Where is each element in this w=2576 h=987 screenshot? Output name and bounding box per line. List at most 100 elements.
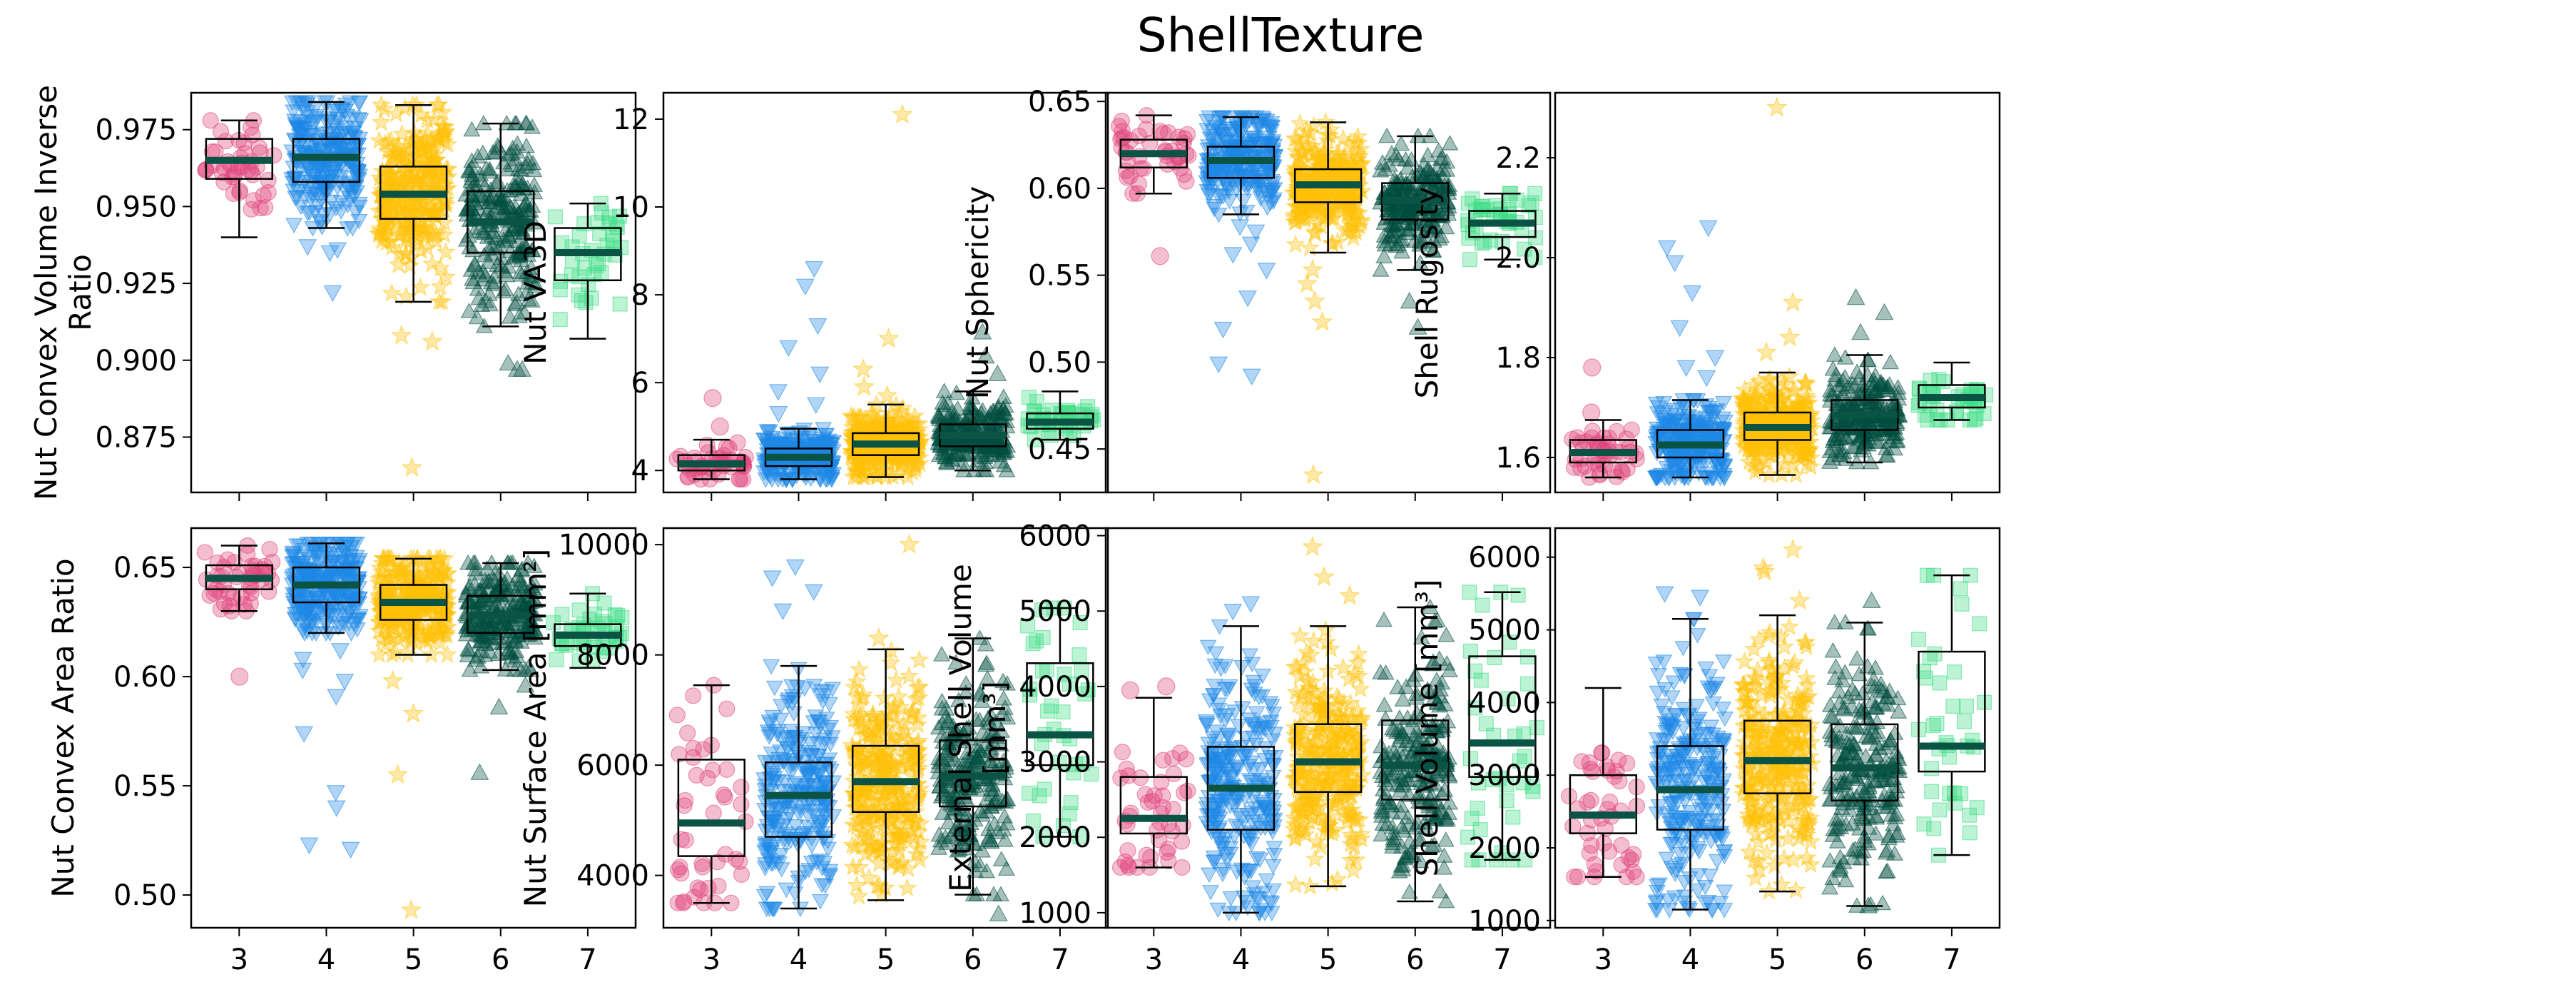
data-point [1380,156,1398,172]
data-point [730,470,748,488]
data-point [481,620,499,636]
data-point [315,111,334,127]
data-point [788,679,806,696]
data-point [399,632,419,651]
data-point [1178,173,1195,190]
data-point [332,204,350,221]
box-4 [1656,399,1725,479]
outlier-point [323,285,342,303]
data-point [430,276,450,295]
data-point [524,267,542,283]
data-point [380,163,400,183]
data-point [305,183,322,199]
data-point [1591,467,1609,484]
data-point [378,131,399,151]
data-point [705,804,722,821]
data-point [426,166,446,186]
jitter-points [668,533,1099,921]
outlier-point [806,397,825,415]
data-point [484,143,502,160]
data-point [778,427,796,442]
data-point [287,538,305,555]
data-point [994,388,1012,404]
data-point [1762,382,1782,401]
data-point [1298,167,1318,186]
data-point [691,881,709,899]
data-point [594,265,609,280]
data-point [841,405,861,425]
data-point [1828,395,1846,412]
data-point [1949,404,1965,420]
outlier-point [295,726,314,743]
data-point [553,273,569,289]
y-axis-label: Nut Convex Volume InverseRatio [29,85,98,500]
jitter-points [1111,107,1544,485]
data-point [217,133,235,150]
data-point [1863,374,1880,390]
data-point [1836,383,1853,399]
outlier-point [808,318,828,335]
outlier-point [1697,370,1716,388]
x-tick-label: 5 [404,943,422,976]
data-point [1665,403,1683,419]
data-point [1761,427,1781,447]
data-point [905,459,925,478]
data-point [1425,242,1442,258]
data-point [1797,440,1818,459]
data-point [671,859,688,876]
data-point [791,799,809,815]
data-point [511,246,529,262]
x-tick-label: 6 [492,943,509,976]
data-point [311,557,329,572]
data-point [299,161,317,178]
data-point [1338,201,1358,221]
data-point [467,565,484,581]
data-point [390,223,410,243]
data-point [506,151,524,166]
data-point [509,174,527,191]
outlier-point [387,764,409,784]
y-axis-label-line: Nut Convex Area Ratio [46,558,81,898]
data-point [1208,188,1226,203]
data-point [764,774,782,791]
axes-frame [1554,91,2001,494]
data-point [330,620,347,637]
data-point [1263,185,1281,201]
data-point [1858,387,1876,403]
data-point [974,461,992,477]
box-5 [1743,371,1812,476]
data-point [410,277,431,296]
data-point [688,766,705,784]
data-point [700,444,717,461]
data-point [1821,442,1839,459]
data-point [394,563,415,582]
data-point [433,175,454,194]
data-point [461,238,479,255]
data-point [1287,128,1307,148]
data-point [850,454,870,474]
data-point [1473,201,1489,217]
data-point [1111,118,1128,135]
data-point [415,227,435,246]
y-tick-label: 4 [631,455,649,487]
outlier-point [327,800,346,817]
data-point [435,582,455,601]
data-point [285,555,302,572]
data-point [710,878,727,895]
data-point [475,246,493,263]
box-5 [379,557,448,656]
axes-frame [190,91,637,494]
y-tick-label: 10 [613,191,649,224]
outlier-point [1582,403,1601,422]
outlier-point [1408,318,1427,335]
box-4 [764,427,833,480]
data-point [1935,374,1951,390]
data-point [951,435,969,452]
data-point [325,608,343,624]
data-point [1827,426,1845,442]
data-point [417,238,437,257]
data-point [704,761,721,779]
data-point [260,171,277,189]
data-point [1305,221,1325,241]
